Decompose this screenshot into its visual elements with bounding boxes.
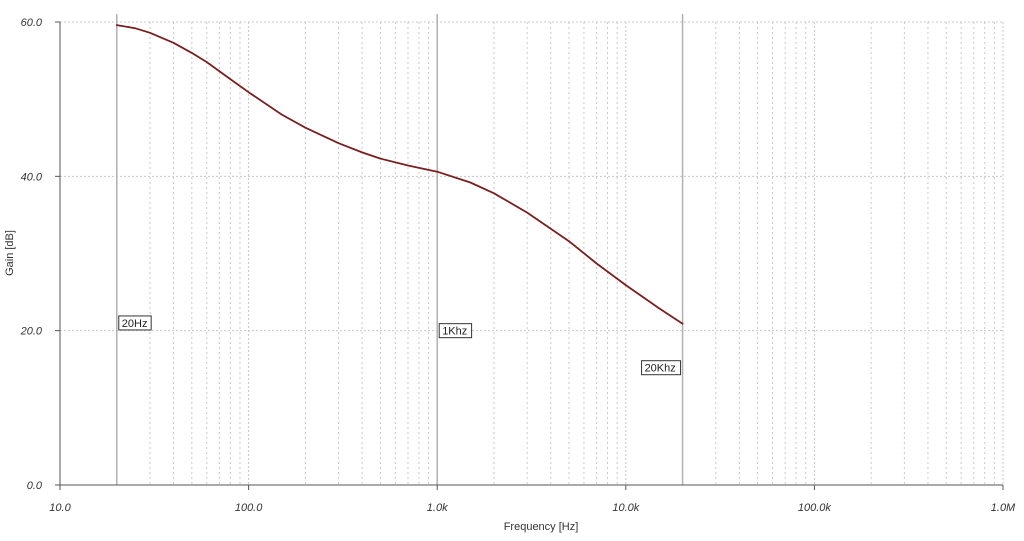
x-axis-label: Frequency [Hz] xyxy=(504,521,579,533)
x-tick-label: 1.0M xyxy=(991,502,1016,514)
frequency-marker-box xyxy=(641,360,682,376)
frequency-marker-box xyxy=(118,315,152,331)
frequency-marker-label: 20Hz xyxy=(122,318,148,330)
y-tick-label: 0.0 xyxy=(27,480,43,492)
x-tick-label: 100.0k xyxy=(798,502,832,514)
frequency-marker-label: 1Khz xyxy=(442,326,467,338)
series xyxy=(115,24,684,325)
y-axis-label: Gain [dB] xyxy=(4,230,16,276)
frequency-marker-box xyxy=(438,323,473,339)
grid xyxy=(59,21,1004,485)
x-tick-label: 1.0k xyxy=(427,502,448,514)
tick-labels: 10.0 100.0 1.0k 10.0k 100.0k 1.0M 0.0 20.0 40.0 6… xyxy=(20,17,1016,514)
y-tick-label: 40.0 xyxy=(21,171,43,183)
y-tick-label: 20.0 xyxy=(20,326,43,338)
gain-curve-line xyxy=(115,24,684,325)
frequency-markers: 20Hz 1Khz 20Khz xyxy=(116,14,684,485)
y-tick-label: 60.0 xyxy=(21,17,43,29)
axes xyxy=(59,22,1003,486)
frequency-marker-label: 20Khz xyxy=(645,363,676,375)
x-tick-label: 100.0 xyxy=(235,502,263,514)
x-tick-label: 10.0k xyxy=(612,502,639,514)
x-tick-label: 10.0 xyxy=(49,502,71,514)
